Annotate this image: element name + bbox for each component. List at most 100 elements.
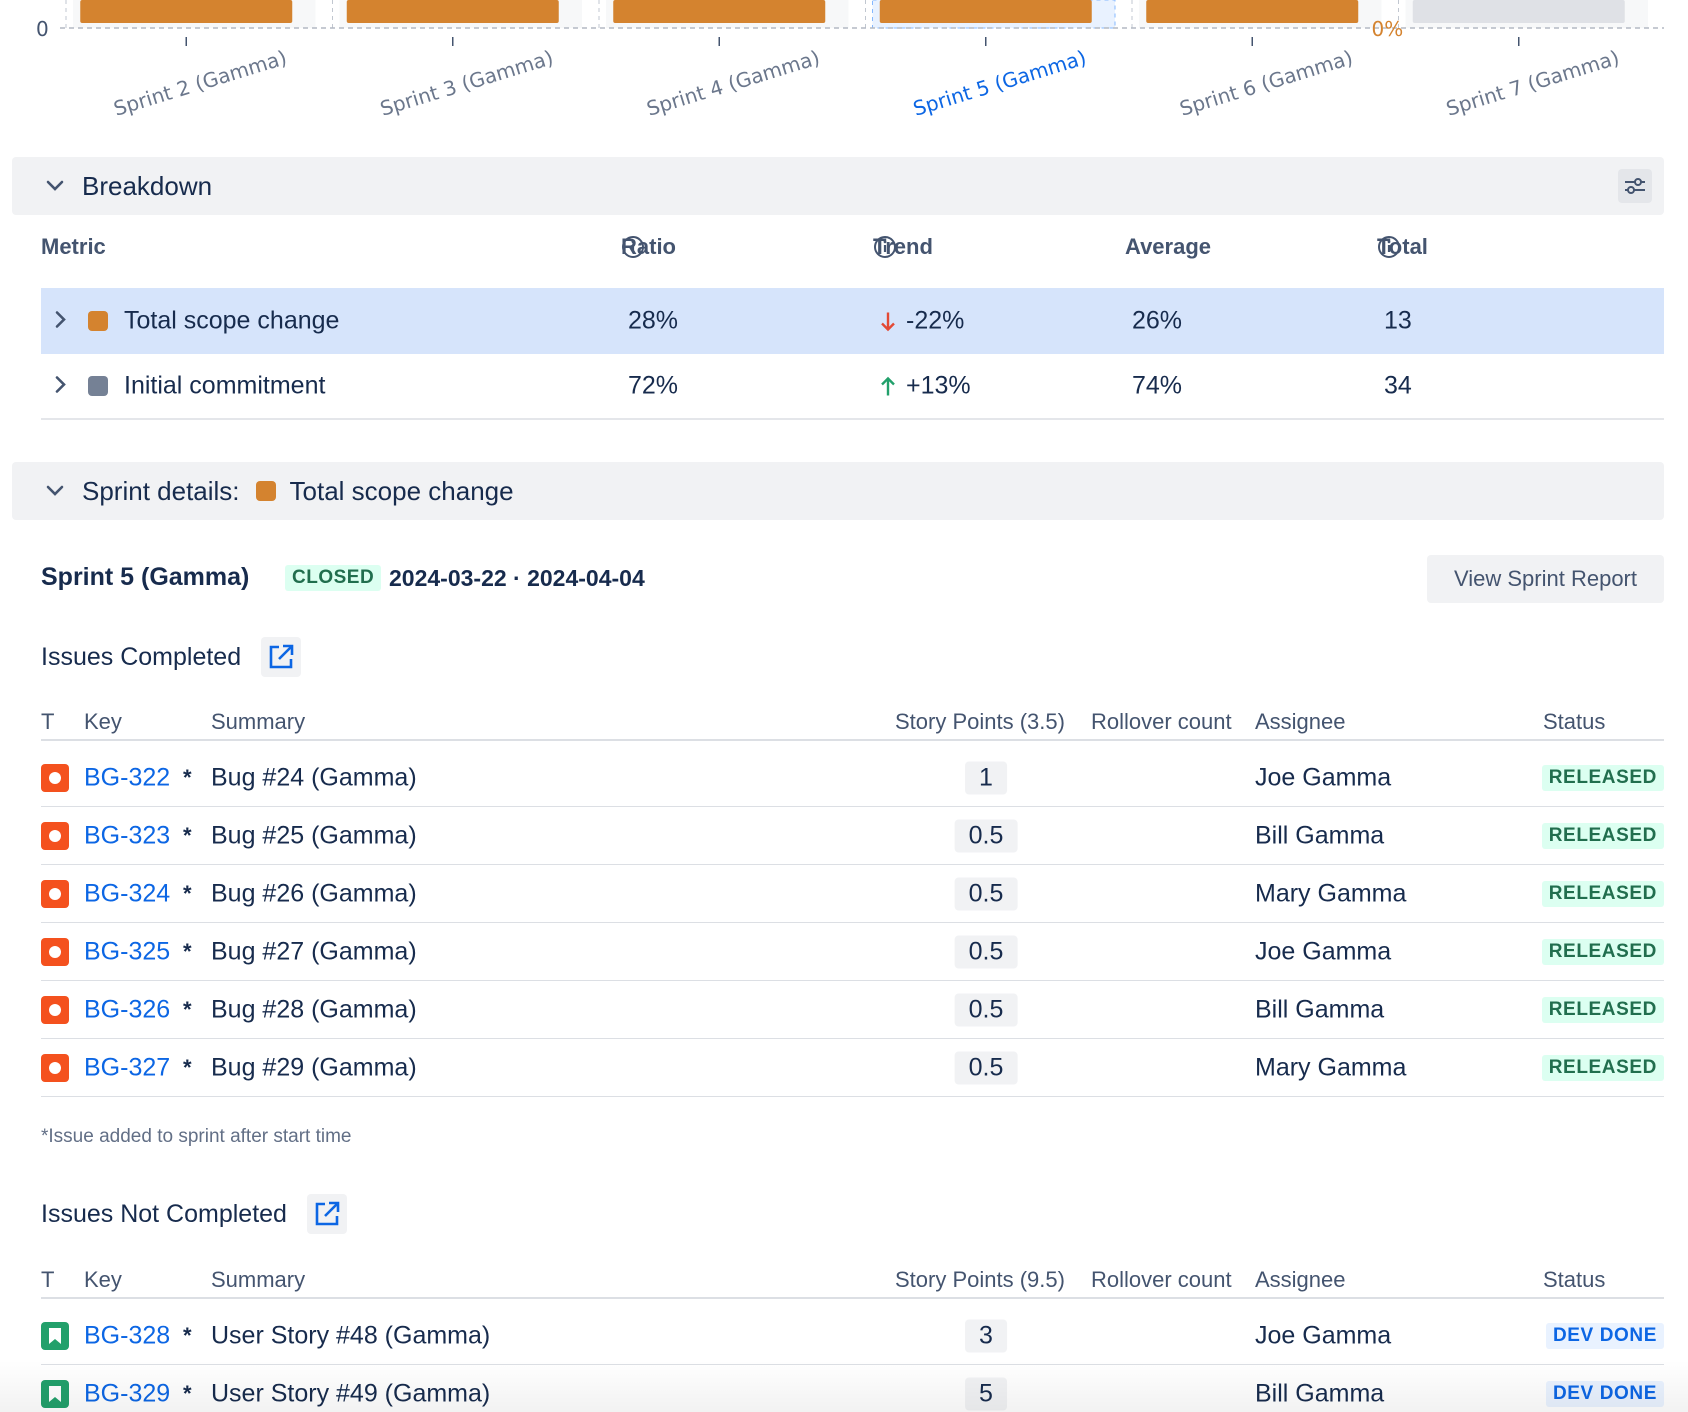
bug-icon [41, 995, 69, 1024]
issue-summary: Bug #28 (Gamma) [211, 995, 417, 1023]
col-assignee: Assignee [1255, 1267, 1346, 1292]
table-row[interactable]: BG-326 * Bug #28 (Gamma) 0.5 Bill Gamma RELEA… [41, 981, 1664, 1039]
bar-sprint-4-gamma[interactable] [613, 0, 826, 23]
issue-key-link[interactable]: BG-329 [84, 1379, 171, 1407]
issues-completed-title-row: Issues Completed [41, 637, 302, 677]
status-badge: RELEASED [1541, 764, 1664, 791]
issue-assignee: Joe Gamma [1255, 763, 1392, 791]
x-tick-label[interactable]: Sprint 3 (Gamma) [377, 45, 556, 120]
trend-text: +13% [906, 371, 971, 400]
info-icon[interactable] [621, 235, 645, 259]
x-tick-label[interactable]: Sprint 5 (Gamma) [910, 45, 1089, 120]
story-icon [41, 1379, 69, 1408]
col-summary: Summary [211, 1267, 306, 1292]
bar-sprint-3-gamma[interactable] [346, 0, 559, 23]
bug-icon [41, 1053, 69, 1082]
issue-summary: Bug #26 (Gamma) [211, 879, 417, 907]
average-value: 26% [1132, 306, 1183, 335]
chevron-right-icon[interactable] [55, 372, 67, 401]
issue-assignee: Joe Gamma [1255, 1321, 1392, 1349]
x-tick-label[interactable]: Sprint 2 (Gamma) [111, 45, 290, 120]
added-after-start-marker: * [183, 822, 192, 848]
issues-completed-header: T Key Summary Story Points (3.5) Rollove… [41, 705, 1664, 741]
story-points-badge: 0.5 [954, 935, 1018, 968]
chevron-down-icon[interactable] [40, 171, 70, 201]
issue-key-link[interactable]: BG-326 [84, 995, 171, 1023]
issue-key-link[interactable]: BG-324 [84, 879, 171, 907]
issue-assignee: Joe Gamma [1255, 937, 1392, 965]
col-status: Status [1543, 1267, 1606, 1292]
settings-button[interactable] [1618, 169, 1652, 203]
issues-completed-title: Issues Completed [41, 642, 242, 671]
table-row[interactable]: BG-324 * Bug #26 (Gamma) 0.5 Mary Gamma RELEA… [41, 865, 1664, 923]
status-badge: RELEASED [1541, 996, 1664, 1023]
table-row[interactable]: BG-325 * Bug #27 (Gamma) 0.5 Joe Gamma RELEAS… [41, 923, 1664, 981]
external-link-icon [315, 1201, 340, 1226]
col-type: T [41, 1267, 55, 1292]
arrow-down-icon [881, 312, 895, 331]
table-row[interactable]: BG-327 * Bug #29 (Gamma) 0.5 Mary Gamma RELEA… [41, 1039, 1664, 1097]
bug-icon [41, 937, 69, 966]
series-swatch [88, 311, 108, 331]
issues-not-completed-title-row: Issues Not Completed [41, 1194, 347, 1234]
added-after-start-marker: * [183, 764, 192, 790]
bar-sprint-6-gamma[interactable] [1146, 0, 1359, 23]
x-tick-label[interactable]: Sprint 4 (Gamma) [644, 45, 823, 120]
chevron-down-icon[interactable] [40, 476, 70, 506]
trend-value: -22% [880, 307, 964, 336]
issue-key-link[interactable]: BG-328 [84, 1321, 171, 1349]
col-assignee: Assignee [1255, 709, 1346, 734]
issue-key-link[interactable]: BG-325 [84, 937, 171, 965]
sliders-icon [1625, 178, 1645, 194]
issue-key-link[interactable]: BG-323 [84, 821, 171, 849]
open-in-new-button[interactable] [261, 637, 302, 677]
breakdown-row-total-scope-change[interactable]: Total scope change 28% -22% 26% 13 [41, 288, 1664, 354]
breakdown-row-initial-commitment[interactable]: Initial commitment 72% +13% 74% 34 [41, 354, 1664, 420]
metric-label: Initial commitment [124, 371, 326, 400]
story-points-badge: 1 [965, 761, 1007, 794]
table-row[interactable]: BG-323 * Bug #25 (Gamma) 0.5 Bill Gamma RELEA… [41, 807, 1664, 865]
issue-key-link[interactable]: BG-322 [84, 763, 171, 791]
status-badge: RELEASED [1541, 822, 1664, 849]
col-rollover: Rollover count [1091, 1267, 1232, 1292]
sprint-details-title: Sprint details: [82, 475, 240, 506]
ratio-value: 28% [628, 306, 679, 335]
external-link-icon [269, 644, 294, 669]
bar-sprint-2-gamma[interactable] [80, 0, 293, 23]
open-in-new-button[interactable] [306, 1194, 347, 1234]
story-points-badge: 0.5 [954, 993, 1018, 1026]
added-after-start-marker: * [183, 938, 192, 964]
table-row[interactable]: BG-329 * User Story #49 (Gamma) 5 Bill Gamma… [41, 1365, 1664, 1412]
view-sprint-report-button[interactable]: View Sprint Report [1427, 555, 1664, 603]
added-after-start-marker: * [183, 996, 192, 1022]
x-tick-label[interactable]: Sprint 7 (Gamma) [1443, 45, 1622, 120]
issues-not-completed-title: Issues Not Completed [41, 1199, 287, 1228]
bug-icon [41, 763, 69, 792]
breakdown-header[interactable]: Breakdown [12, 157, 1664, 215]
scope-change-chart: 0 Sprint 2 (Gamma) Sprint 3 (Gamma) Sprint… [36, 0, 1664, 121]
footnote: *Issue added to sprint after start time [41, 1126, 352, 1147]
issue-key-link[interactable]: BG-327 [84, 1053, 171, 1081]
table-row[interactable]: BG-322 * Bug #24 (Gamma) 1 Joe Gamma RELEASED [41, 749, 1664, 807]
issue-summary: User Story #49 (Gamma) [211, 1379, 491, 1407]
chevron-right-icon[interactable] [55, 307, 67, 336]
issue-summary: Bug #29 (Gamma) [211, 1053, 417, 1081]
bar-sprint-5-gamma[interactable] [879, 0, 1092, 23]
metric-label: Total scope change [124, 306, 340, 335]
bug-icon [41, 879, 69, 908]
sprint-details-header[interactable]: Sprint details: Total scope change [12, 462, 1664, 520]
bug-icon [41, 821, 69, 850]
issue-assignee: Bill Gamma [1255, 821, 1385, 849]
table-row[interactable]: BG-328 * User Story #48 (Gamma) 3 Joe Gamma D… [41, 1307, 1664, 1365]
story-points-badge: 0.5 [954, 877, 1018, 910]
bar-sprint-7-gamma[interactable] [1412, 0, 1625, 23]
added-after-start-marker: * [183, 880, 192, 906]
ratio-value: 72% [628, 371, 679, 400]
info-icon[interactable] [1377, 235, 1401, 259]
col-story-points: Story Points (3.5) [895, 709, 1065, 734]
col-metric-label: Metric [41, 234, 106, 259]
status-badge: RELEASED [1541, 1054, 1664, 1081]
series-swatch [255, 481, 276, 501]
x-tick-label[interactable]: Sprint 6 (Gamma) [1177, 45, 1356, 120]
info-icon[interactable] [873, 235, 897, 259]
